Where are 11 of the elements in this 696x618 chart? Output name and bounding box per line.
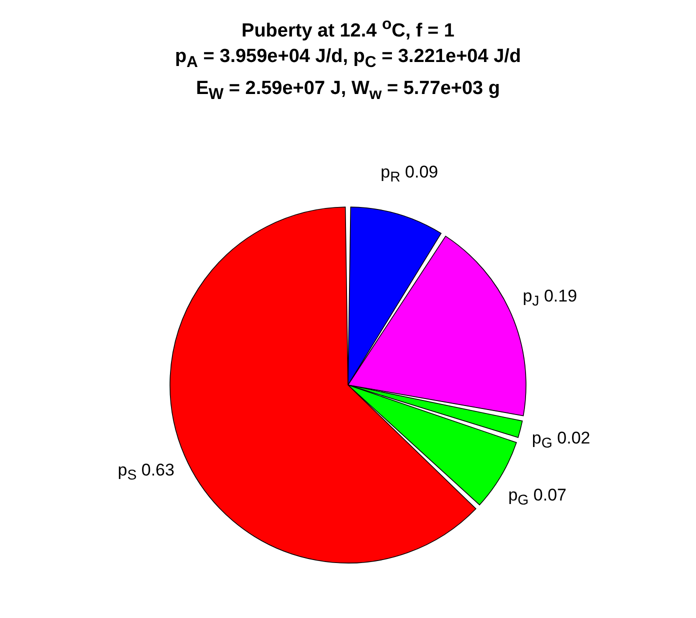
slice-label: p$_{R}$	[380, 162, 400, 186]
slice-label: p$_{G}$	[532, 428, 552, 452]
data-label: 0.02	[557, 428, 590, 448]
slice-label: p$_{S}$	[118, 460, 137, 484]
slice-label: p$_{G}$	[508, 485, 529, 509]
chart-title: Puberty at 12.4 $^{o}$C, f = 1 p$_{A}$ = 3.959e+04 J/d, p$_{C}$ = 3.221e+04 J/d E$_{W}$ = 2.59e+07 J, W$_{w}$ = 5.77e+03 g	[174, 16, 522, 103]
data-label: 0.07	[533, 485, 567, 504]
data-label: 0.09	[405, 162, 438, 182]
data-label: 0.19	[544, 286, 578, 305]
data-label: 0.63	[141, 460, 174, 480]
slice-label: p$_{J}$	[522, 286, 540, 310]
